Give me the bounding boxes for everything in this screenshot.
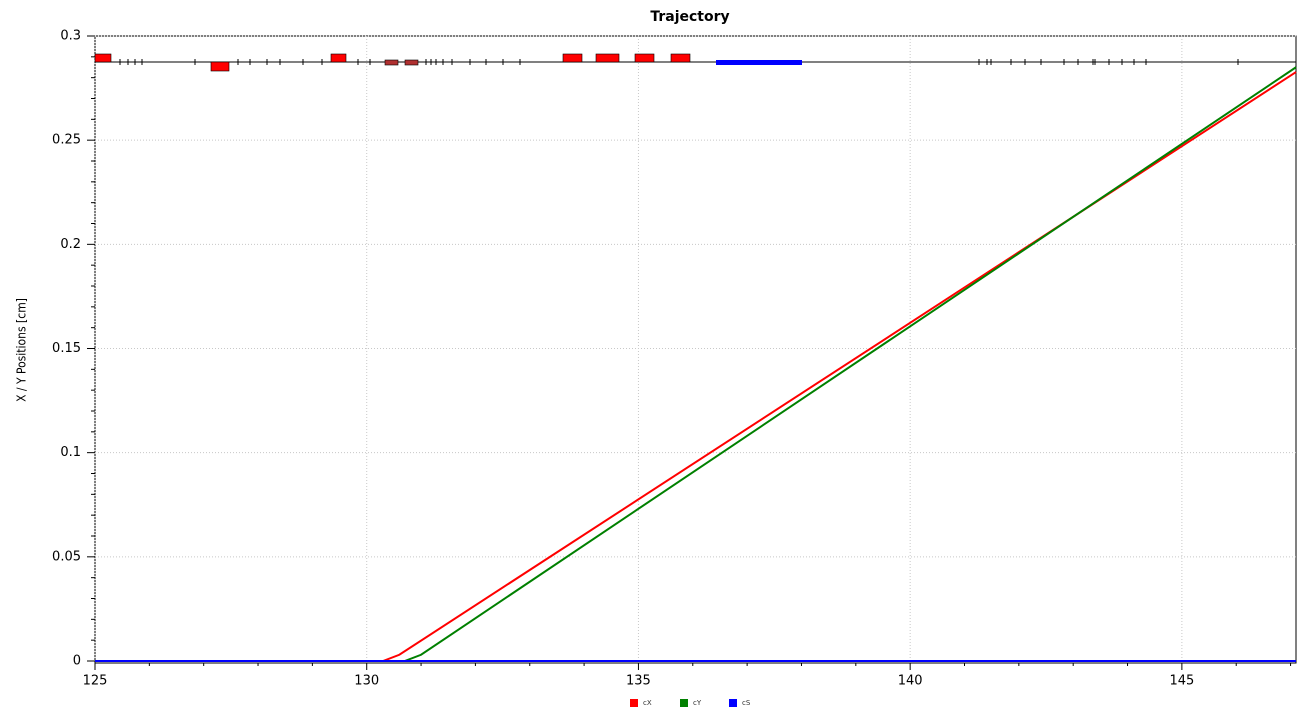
legend-label: cS (742, 699, 751, 707)
beamline-lattice (94, 53, 1296, 72)
y-axis-label: X / Y Positions [cm] (15, 298, 29, 402)
y-tick-label: 0 (73, 654, 81, 669)
y-tick-label: 0.05 (52, 549, 81, 564)
magnet (595, 53, 620, 63)
legend-swatch (729, 699, 737, 707)
legend-swatch (630, 699, 638, 707)
x-tick-label: 140 (898, 674, 923, 689)
solenoid (716, 60, 802, 65)
magnet (330, 53, 347, 63)
y-tick-label: 0.15 (52, 341, 81, 356)
y-tick-label: 0.1 (60, 445, 81, 460)
magnets (94, 53, 691, 72)
corrector (404, 59, 419, 66)
monitors (119, 59, 1239, 65)
x-tick-label: 125 (83, 674, 108, 689)
corrector (384, 59, 399, 66)
magnet (670, 53, 691, 63)
legend-label: cY (693, 699, 702, 707)
y-tick-label: 0.2 (60, 237, 81, 252)
x-tick-label: 145 (1169, 674, 1194, 689)
y-tick-label: 0.3 (60, 29, 81, 44)
magnet (634, 53, 655, 63)
y-tick-label: 0.25 (52, 133, 81, 148)
x-tick-label: 130 (354, 674, 379, 689)
x-tick-label: 135 (626, 674, 651, 689)
magnet (94, 53, 112, 63)
chart-title: Trajectory (650, 9, 729, 25)
magnet (562, 53, 583, 63)
legend-label: cX (643, 699, 652, 707)
plot-frame (94, 35, 1297, 664)
magnet (210, 61, 230, 72)
legend-swatch (680, 699, 688, 707)
